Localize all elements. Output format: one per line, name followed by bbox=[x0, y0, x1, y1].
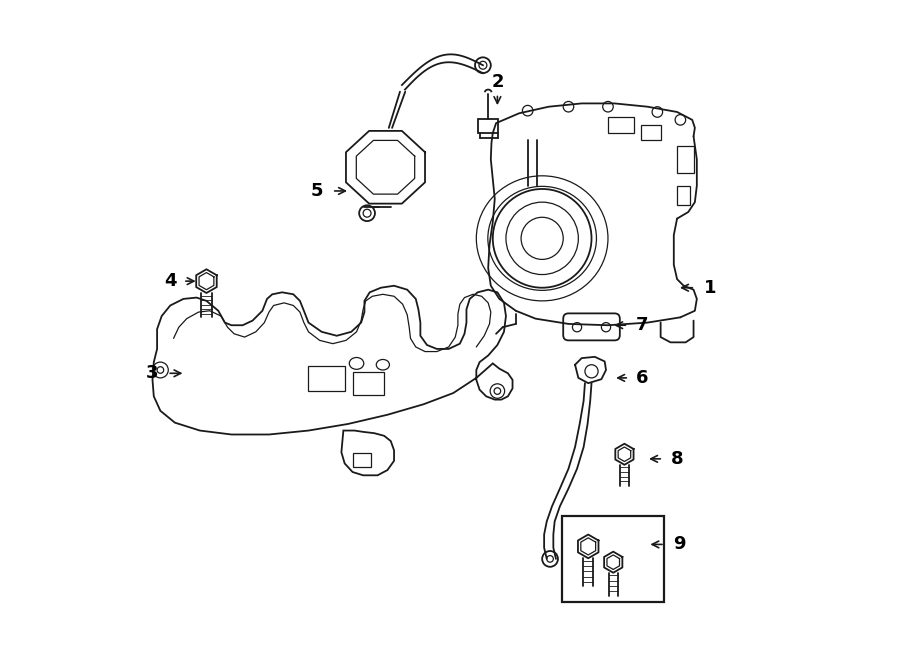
Bar bbox=[608, 116, 634, 133]
Text: 9: 9 bbox=[673, 535, 685, 553]
Bar bbox=[478, 118, 498, 133]
Text: 5: 5 bbox=[310, 182, 323, 200]
Text: 4: 4 bbox=[164, 272, 176, 290]
Bar bbox=[677, 146, 694, 173]
Bar bbox=[353, 453, 371, 467]
Text: 1: 1 bbox=[704, 279, 716, 297]
Text: 7: 7 bbox=[636, 316, 649, 334]
Text: 3: 3 bbox=[146, 364, 158, 382]
Bar bbox=[677, 186, 690, 206]
Text: 2: 2 bbox=[491, 73, 504, 91]
Bar bbox=[641, 125, 661, 139]
Bar bbox=[562, 516, 664, 602]
Bar bbox=[353, 372, 384, 395]
Bar bbox=[309, 366, 345, 391]
Text: 6: 6 bbox=[636, 369, 649, 387]
Text: 8: 8 bbox=[670, 450, 683, 468]
